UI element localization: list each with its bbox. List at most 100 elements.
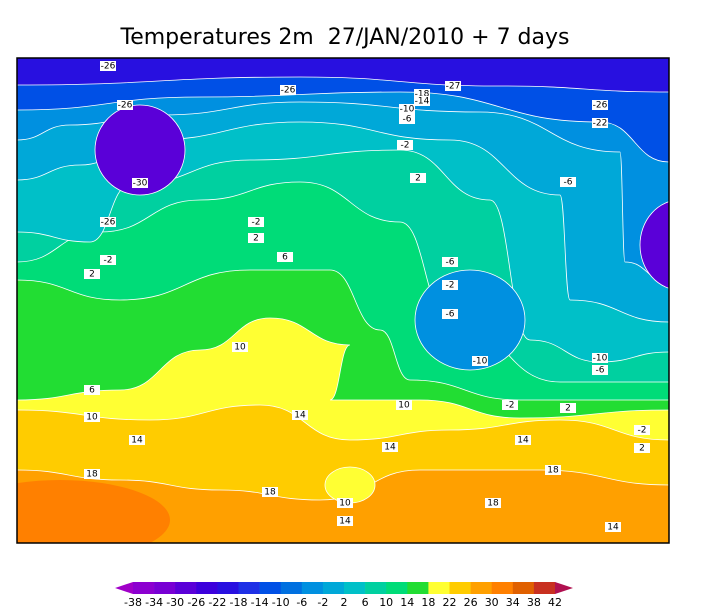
contour-label-bg (84, 469, 100, 479)
colorbar-tick-label: -38 (124, 596, 142, 609)
contour-label-bg (396, 400, 412, 410)
contour-label: -2 (104, 256, 113, 266)
contour-label-bg (337, 516, 353, 526)
contour-label: -26 (101, 218, 116, 228)
colorbar-tick-label: -6 (296, 596, 307, 609)
contour-label: -27 (446, 82, 461, 92)
colorbar-tick-label: 30 (485, 596, 499, 609)
contour-label: -18 (415, 90, 430, 100)
title: Temperatures 2m 27/JAN/2010 + 7 days (120, 25, 570, 50)
colorbar: -38 -34 -30 -26 -22 -18 -14 -10 -6 -2 2 6 10 14 18 22 26… (115, 582, 573, 609)
colorbar-swatch (196, 582, 218, 594)
isotherm (17, 317, 669, 419)
contour-label: 2 (565, 404, 571, 414)
contour-label: -2 (506, 401, 515, 411)
colorbar-swatch (322, 582, 345, 594)
colorbar-tick-label: -2 (317, 596, 328, 609)
contour-label-bg (84, 269, 100, 279)
colorbar-tick-label: -18 (230, 596, 248, 609)
contour-label-bg (442, 280, 458, 290)
contour-label: 2 (639, 444, 645, 454)
contour-label-bg (592, 353, 608, 363)
colorbar-tick-label: 38 (527, 596, 541, 609)
contour-label: 18 (264, 488, 276, 498)
contour-label: 14 (294, 411, 306, 421)
colorbar-tick-label: 42 (548, 596, 562, 609)
contour-label-bg (129, 435, 145, 445)
colorbar-swatch (365, 582, 387, 594)
contour-label: 10 (398, 401, 410, 411)
contour-label-bg (117, 100, 133, 110)
contour-label-bg (248, 217, 264, 227)
colorbar-swatch (533, 582, 556, 594)
contour-label-bg (414, 89, 430, 99)
contour-label-bg (592, 118, 608, 128)
colorbar-swatch (175, 582, 197, 594)
contour-label: -6 (403, 115, 412, 125)
colorbar-swatch (154, 582, 176, 594)
contour-label: 18 (86, 470, 98, 480)
contour-label: -2 (401, 141, 410, 151)
temperature-band (17, 58, 669, 322)
contour-label-bg (485, 498, 501, 508)
map-frame (16, 57, 670, 544)
colorbar-swatch (491, 582, 514, 594)
temperature-band (17, 58, 669, 92)
colorbar-swatch (407, 582, 429, 594)
contour-label: 14 (339, 517, 351, 527)
contour-label: -2 (446, 281, 455, 291)
contour-label-bg (410, 173, 426, 183)
contour-label-bg (382, 442, 398, 452)
contour-label-bg (399, 104, 415, 114)
contour-label: -10 (593, 354, 608, 364)
contour-label-bg (232, 342, 248, 352)
isotherm (17, 469, 669, 501)
colorbar-swatch (428, 582, 450, 594)
contour-label-bg (515, 435, 531, 445)
contour-label-bg (442, 309, 458, 319)
contour-label: 6 (89, 386, 95, 396)
contour-label-bg (337, 498, 353, 508)
contour-label: -26 (101, 62, 116, 72)
contour-label-bg (84, 412, 100, 422)
contour-label-bg (634, 425, 650, 435)
contour-label-bg (442, 257, 458, 267)
colorbar-swatch (217, 582, 239, 594)
contour-label: 10 (339, 499, 351, 509)
contour-label: 18 (547, 466, 559, 476)
contour-label: -6 (596, 366, 605, 376)
contour-label: 10 (234, 343, 246, 353)
contour-label-bg (560, 403, 576, 413)
contour-label: -10 (400, 105, 415, 115)
contour-label: -26 (118, 101, 133, 111)
isotherm (17, 149, 669, 363)
contour-label-bg (84, 385, 100, 395)
colorbar-tick-label: 18 (421, 596, 435, 609)
contour-label-bg (292, 410, 308, 420)
contour-label: 14 (517, 436, 529, 446)
contour-label-bg (100, 217, 116, 227)
colorbar-tick-label: -10 (272, 596, 290, 609)
contour-label-bg (472, 356, 488, 366)
colorbar-tick-label: -34 (145, 596, 163, 609)
contour-label: 6 (282, 253, 288, 263)
contour-label: -2 (638, 426, 647, 436)
isotherm (17, 269, 669, 401)
contour-label-bg (397, 140, 413, 150)
colorbar-swatch (238, 582, 260, 594)
colorbar-tick-label: 14 (400, 596, 414, 609)
contour-label: 18 (487, 499, 499, 509)
contour-label: -2 (252, 218, 261, 228)
colorbar-tick-label: 22 (443, 596, 457, 609)
isotherm (17, 181, 669, 383)
contour-label-bg (445, 81, 461, 91)
colorbar-swatch (344, 582, 366, 594)
colorbar-swatch (259, 582, 281, 594)
isotherm (17, 91, 669, 163)
contour-label: -30 (133, 179, 148, 189)
colorbar-swatch (386, 582, 408, 594)
temperature-band (17, 480, 170, 543)
contour-label-bg (502, 400, 518, 410)
contour-label: -6 (564, 178, 573, 188)
contour-label: 10 (86, 413, 98, 423)
